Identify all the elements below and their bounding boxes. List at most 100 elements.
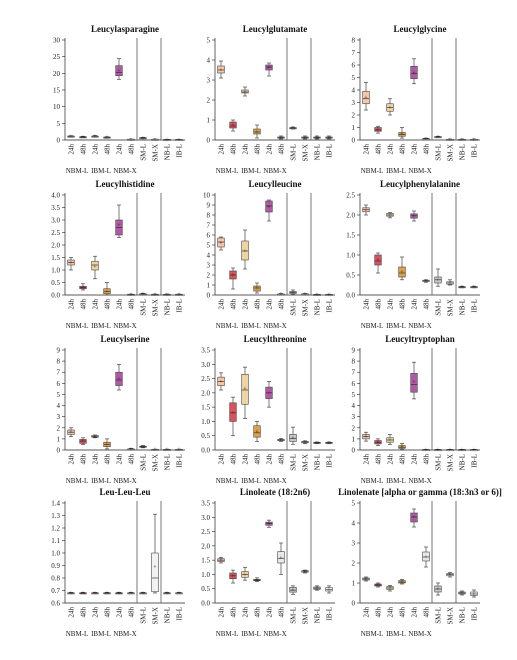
box	[410, 65, 418, 80]
group-label: NBM-X	[263, 322, 286, 330]
x-tick-label: 24h	[387, 299, 395, 310]
x-tick-label: 48h	[278, 299, 286, 310]
chart-panel-7: Leucylserine 0 1 2 3 4 5 6 7 8 9 + + + + + + + + + +24h 48h 24…	[57, 334, 185, 485]
y-tick-label: 1.4	[51, 500, 60, 508]
chart-panel-10: Leu-Leu-Leu 0.6 0.7 0.8 0.9 1.0 1.1 1.2 1.3 1.4 + +…	[51, 487, 185, 638]
mean-marker: +	[165, 447, 169, 453]
mean-marker: +	[93, 434, 97, 440]
x-tick-label: SM-X	[447, 144, 455, 162]
y-tick-label: 6	[352, 62, 356, 70]
y-tick-label: 1.5	[51, 254, 60, 262]
x-tick-label: 48h	[104, 299, 112, 310]
y-tick-label: 20	[53, 70, 61, 78]
x-tick-label: 48h	[104, 454, 112, 465]
chart-title: Leucylphenylalanine	[380, 179, 460, 189]
mean-marker: +	[81, 439, 85, 445]
box	[265, 64, 273, 71]
y-tick-label: 7	[57, 369, 61, 377]
x-tick-label: 24h	[92, 607, 100, 618]
x-tick-label: 24h	[116, 454, 124, 465]
y-tick-label: 1.5	[201, 404, 210, 412]
x-tick-label: SM-X	[302, 299, 310, 317]
y-tick-label: 3	[207, 77, 211, 85]
mean-marker: +	[412, 380, 416, 386]
mean-marker: +	[472, 592, 476, 598]
x-tick-label: 48h	[80, 607, 88, 618]
y-tick-label: 1.1	[51, 537, 60, 545]
y-tick-label: 0.7	[51, 587, 60, 595]
y-tick-label: 0.0	[201, 600, 210, 608]
mean-marker: +	[267, 66, 271, 72]
box	[265, 200, 273, 213]
mean-marker: +	[69, 430, 73, 436]
x-tick-label: SM-L	[290, 607, 298, 624]
mean-marker: +	[243, 90, 247, 96]
mean-marker: +	[231, 123, 235, 129]
group-label: NBM-L	[216, 322, 239, 330]
group-label: NBM-L	[361, 167, 384, 175]
x-tick-label: 24h	[68, 144, 76, 155]
x-tick-label: 48h	[230, 454, 238, 465]
box	[289, 433, 297, 442]
x-tick-label: IB-L	[326, 607, 334, 621]
y-tick-label: 10	[203, 192, 211, 200]
mean-marker: +	[267, 391, 271, 397]
mean-marker: +	[388, 213, 392, 219]
x-tick-label: 24h	[242, 454, 250, 465]
mean-marker: +	[303, 292, 307, 298]
chart-panel-2: Leucylglutamate 0 1 2 3 4 5 + + + + + + + + + +24h 48h 24h…	[207, 24, 335, 175]
box	[422, 551, 430, 562]
x-tick-label: 24h	[116, 607, 124, 618]
mean-marker: +	[412, 214, 416, 220]
mean-marker: +	[327, 136, 331, 142]
mean-marker: +	[129, 447, 133, 453]
x-tick-label: NB-L	[314, 607, 322, 623]
mean-marker: +	[129, 591, 133, 597]
y-tick-label: 1.0	[51, 550, 60, 558]
x-tick-label: NB-L	[164, 144, 172, 160]
y-tick-label: 0	[207, 292, 211, 300]
group-label: IBM-L	[241, 477, 261, 485]
group-label: NBM-X	[408, 322, 431, 330]
group-label: NBM-L	[216, 630, 239, 638]
mean-marker: +	[424, 448, 428, 454]
x-tick-label: 48h	[399, 607, 407, 618]
group-label: IBM-L	[386, 322, 406, 330]
x-tick-label: IB-L	[176, 144, 184, 158]
group-label: NBM-X	[113, 167, 136, 175]
x-tick-label: SM-L	[435, 454, 443, 471]
y-tick-label: 0.5	[201, 585, 210, 593]
mean-marker: +	[93, 264, 97, 270]
y-tick-label: 5	[352, 391, 356, 399]
chart-title: Leu-Leu-Leu	[99, 487, 150, 497]
mean-marker: +	[105, 442, 109, 448]
mean-marker: +	[231, 411, 235, 417]
y-tick-label: 2	[352, 560, 356, 568]
group-label: IBM-L	[241, 322, 261, 330]
x-tick-label: 48h	[423, 454, 431, 465]
mean-marker: +	[315, 586, 319, 592]
mean-marker: +	[376, 258, 380, 264]
group-label: NBM-X	[263, 630, 286, 638]
chart-title: Leucylasparagine	[91, 24, 159, 34]
x-tick-label: SM-L	[435, 607, 443, 624]
y-tick-label: 2	[57, 424, 61, 432]
mean-marker: +	[153, 137, 157, 143]
group-label: NBM-L	[361, 322, 384, 330]
x-tick-label: NB-L	[459, 299, 467, 315]
mean-marker: +	[129, 293, 133, 299]
mean-marker: +	[303, 440, 307, 446]
x-tick-label: 24h	[92, 299, 100, 310]
box	[241, 240, 249, 261]
x-tick-label: 24h	[387, 144, 395, 155]
y-tick-label: 0.6	[51, 600, 60, 608]
x-tick-label: 24h	[266, 454, 274, 465]
y-tick-label: 2.5	[201, 528, 210, 536]
y-tick-label: 1.5	[346, 232, 355, 240]
mean-marker: +	[219, 68, 223, 74]
x-tick-label: 48h	[278, 607, 286, 618]
chart-title: Linoleate (18:2n6)	[240, 487, 310, 497]
x-tick-label: SM-X	[152, 299, 160, 317]
y-tick-label: 0.0	[51, 292, 60, 300]
mean-marker: +	[141, 292, 145, 298]
